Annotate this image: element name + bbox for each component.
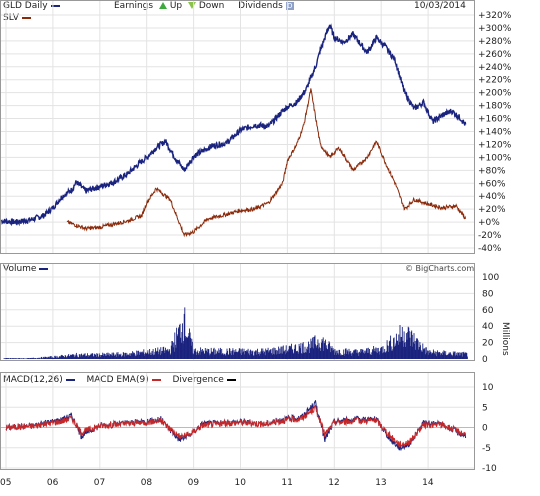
macd-tick-label: 0 <box>482 424 488 434</box>
x-tick-label: 08 <box>141 478 153 488</box>
y-tick-label: +0% <box>478 218 500 228</box>
volume-tick-label: 20 <box>482 339 494 349</box>
volume-tick-label: 80 <box>482 289 494 299</box>
earnings-legend: Earnings Up Down Dividends D <box>114 1 294 11</box>
y-tick-label: +320% <box>478 11 512 21</box>
y-tick-label: +120% <box>478 140 512 150</box>
macd-series-line-ema <box>5 404 467 448</box>
price-panel <box>0 0 475 254</box>
volume-legend-swatch <box>39 267 49 270</box>
macd-tick-label: 5 <box>482 403 488 413</box>
chart-date: 10/03/2014 <box>414 1 466 11</box>
volume-label: Volume <box>3 264 37 274</box>
x-tick-label: 10 <box>235 478 247 488</box>
slv-legend-swatch <box>21 16 31 19</box>
up-label: Up <box>169 1 183 11</box>
y-tick-label: +140% <box>478 128 512 138</box>
x-tick-label: 05 <box>0 478 11 488</box>
y-tick-label: +160% <box>478 115 512 125</box>
x-tick-label: 11 <box>281 478 292 488</box>
x-tick-label: 13 <box>375 478 386 488</box>
price-legend: GLD Daily <box>3 1 60 11</box>
y-tick-label: -20% <box>478 231 502 241</box>
macd-ema-legend-swatch <box>151 378 161 381</box>
watermark: © BigCharts.com <box>405 264 475 273</box>
y-tick-label: +260% <box>478 50 512 60</box>
volume-tick-label: 40 <box>482 322 494 332</box>
divergence-legend-swatch <box>226 378 236 381</box>
x-tick-label: 06 <box>47 478 59 488</box>
down-triangle-icon <box>188 2 196 9</box>
macd-tick-label: -10 <box>482 464 497 474</box>
volume-legend: Volume <box>3 264 49 274</box>
y-tick-label: +40% <box>478 192 506 202</box>
x-tick-label: 12 <box>328 478 339 488</box>
dividends-label: Dividends <box>238 1 283 11</box>
series-line-slv <box>66 88 467 238</box>
earnings-label: Earnings <box>114 1 154 11</box>
dividends-marker-icon: D <box>285 1 294 10</box>
macd-tick-label: 10 <box>482 383 494 393</box>
volume-tick-label: 0 <box>482 355 488 365</box>
volume-tick-label: 60 <box>482 306 494 316</box>
macd-legend: MACD(12,26) MACD EMA(9) Divergence <box>3 375 236 385</box>
up-triangle-icon <box>158 2 167 9</box>
y-tick-label: +100% <box>478 153 512 163</box>
x-tick-label: 14 <box>422 478 434 488</box>
gld-legend-label: GLD Daily <box>3 1 48 11</box>
down-label: Down <box>198 1 225 11</box>
x-tick-label: 07 <box>94 478 105 488</box>
gld-legend-swatch <box>50 4 60 7</box>
macd-label: MACD(12,26) <box>3 375 63 385</box>
slv-legend: SLV <box>3 13 31 23</box>
volume-tick-label: 100 <box>482 273 499 283</box>
slv-legend-label: SLV <box>3 13 19 23</box>
y-tick-label: +20% <box>478 205 506 215</box>
volume-bars <box>3 307 468 359</box>
x-tick-label: 09 <box>188 478 200 488</box>
macd-tick-label: -5 <box>482 444 491 454</box>
y-tick-label: +280% <box>478 37 512 47</box>
divergence-label: Divergence <box>172 375 224 385</box>
volume-panel <box>0 263 475 361</box>
y-tick-label: +180% <box>478 102 512 112</box>
macd-legend-swatch <box>65 378 75 381</box>
y-tick-label: +220% <box>478 76 512 86</box>
y-tick-label: +200% <box>478 89 512 99</box>
y-tick-label: -40% <box>478 244 502 254</box>
macd-panel <box>0 372 475 470</box>
y-tick-label: +240% <box>478 63 512 73</box>
y-tick-label: +80% <box>478 166 506 176</box>
y-tick-label: +60% <box>478 179 506 189</box>
macd-ema-label: MACD EMA(9) <box>86 375 149 385</box>
series-line-gld <box>0 23 467 227</box>
y-tick-label: +300% <box>478 24 512 34</box>
